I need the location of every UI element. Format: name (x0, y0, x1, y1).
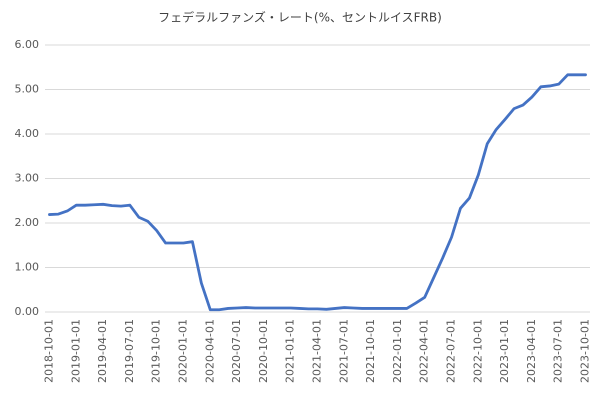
x-tick-label: 2023-10-01 (579, 319, 592, 383)
x-tick-label: 2023-01-01 (498, 319, 511, 383)
x-tick-label: 2020-10-01 (257, 319, 270, 383)
x-tick-label: 2022-07-01 (445, 319, 458, 383)
x-tick-label: 2019-07-01 (123, 319, 136, 383)
x-tick-label: 2019-01-01 (69, 319, 82, 383)
chart-title: フェデラルファンズ・レート(%、セントルイスFRB) (158, 10, 442, 25)
y-tick-label: 6.00 (15, 38, 40, 51)
x-tick-label: 2020-07-01 (230, 319, 243, 383)
data-line (48, 73, 587, 312)
x-tick-label: 2022-04-01 (418, 319, 431, 383)
y-tick-label: 5.00 (15, 83, 40, 96)
y-tick-label: 4.00 (15, 127, 40, 140)
x-tick-label: 2021-10-01 (364, 319, 377, 383)
x-tick-label: 2019-04-01 (96, 319, 109, 383)
x-tick-label: 2020-01-01 (176, 319, 189, 383)
x-tick-label: 2022-10-01 (471, 319, 484, 383)
x-tick-label: 2019-10-01 (150, 319, 163, 383)
x-tick-label: 2021-07-01 (337, 319, 350, 383)
y-tick-label: 1.00 (15, 261, 40, 274)
y-tick-label: 3.00 (15, 172, 40, 185)
x-tick-label: 2023-07-01 (552, 319, 565, 383)
y-tick-label: 2.00 (15, 216, 40, 229)
x-tick-label: 2018-10-01 (42, 319, 55, 383)
x-tick-label: 2020-04-01 (203, 319, 216, 383)
x-tick-label: 2021-04-01 (311, 319, 324, 383)
x-tick-label: 2021-01-01 (284, 319, 297, 383)
y-tick-label: 0.00 (15, 305, 40, 318)
x-tick-label: 2022-01-01 (391, 319, 404, 383)
x-tick-label: 2023-04-01 (525, 319, 538, 383)
